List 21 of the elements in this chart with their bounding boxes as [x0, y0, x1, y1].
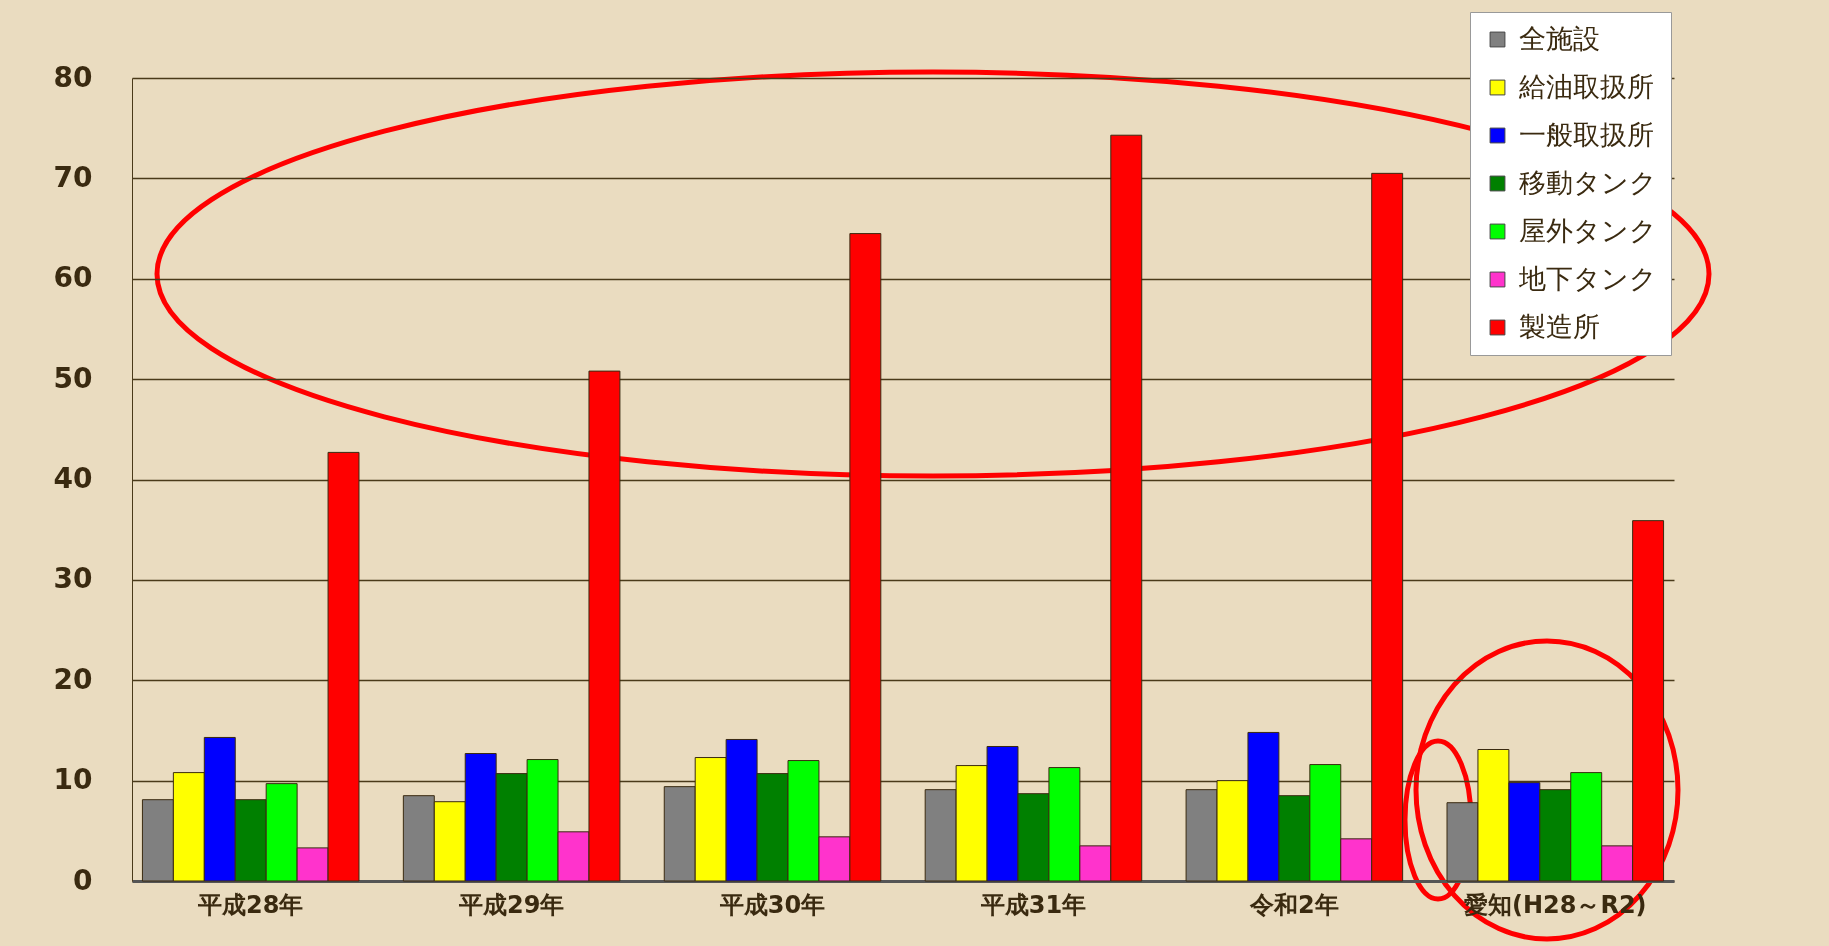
y-tick-label: 20	[53, 662, 93, 696]
legend-label: 製造所	[1519, 310, 1600, 342]
x-tick-label: 平成29年	[457, 890, 565, 919]
y-tick-label: 80	[53, 60, 93, 94]
y-tick-label: 70	[53, 160, 93, 194]
x-tick-label: 平成31年	[979, 890, 1087, 919]
legend-label: 全施設	[1519, 22, 1600, 54]
x-tick-label: 平成28年	[197, 890, 304, 919]
y-tick-label: 10	[53, 763, 93, 797]
x-tick-label: 令和2年	[1249, 890, 1339, 919]
legend-label: 屋外タンク	[1519, 214, 1657, 246]
legend-label: 移動タンク	[1519, 166, 1657, 198]
legend-label: 給油取扱所	[1518, 70, 1654, 102]
legend-label: 一般取扱所	[1519, 118, 1654, 150]
y-tick-label: 40	[53, 462, 93, 495]
y-tick-label: 60	[53, 261, 93, 295]
y-tick-label: 50	[53, 361, 93, 395]
y-tick-label: 30	[53, 562, 93, 596]
x-tick-label: 平成30年	[718, 890, 826, 919]
y-tick-label: 0	[73, 863, 93, 897]
legend-label: 地下タンク	[1518, 262, 1657, 294]
